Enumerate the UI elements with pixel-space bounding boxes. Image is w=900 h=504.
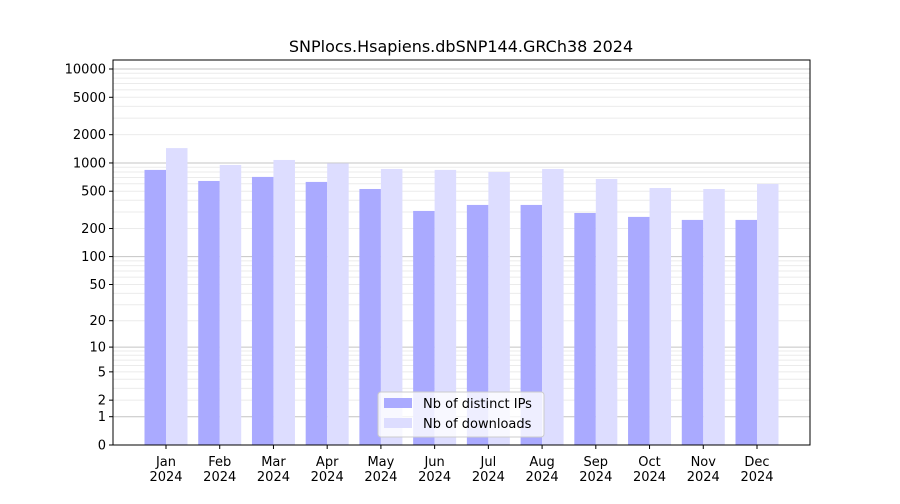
y-tick-label: 5000 (73, 91, 106, 106)
y-tick-label: 0 (98, 439, 106, 454)
x-tick-label: Mar 2024 (257, 455, 290, 485)
y-tick-label: 20 (89, 314, 106, 329)
y-tick-label: 10000 (65, 62, 106, 77)
x-tick-label: Sep 2024 (579, 455, 612, 485)
y-tick-label: 2000 (73, 128, 106, 143)
bar-distinct-ips (413, 210, 435, 445)
x-tick-label: Jul 2024 (472, 455, 505, 485)
y-tick-label: 10 (89, 341, 106, 356)
chart-title: SNPlocs.Hsapiens.dbSNP144.GRCh38 2024 (289, 37, 633, 56)
bar-distinct-ips (520, 204, 543, 445)
legend: Nb of distinct IPs Nb of downloads (377, 391, 545, 438)
bars (144, 148, 779, 446)
bar-downloads (649, 188, 672, 445)
bar-downloads (434, 169, 457, 445)
bar-distinct-ips (359, 188, 381, 445)
legend-swatch (384, 418, 412, 428)
x-tick-label: Oct 2024 (633, 455, 666, 485)
x-tick-label: Apr 2024 (311, 455, 344, 485)
bar-downloads (327, 163, 349, 445)
bar-distinct-ips (628, 216, 650, 445)
bar-downloads (595, 178, 618, 445)
bar-downloads (757, 183, 779, 445)
x-tick-label: Jan 2024 (149, 455, 182, 485)
y-tick-label: 50 (89, 278, 106, 293)
bar-downloads (380, 168, 403, 445)
bar-downloads (219, 164, 242, 445)
y-tick-label: 1000 (73, 156, 106, 171)
legend-label: Nb of downloads (423, 417, 532, 432)
bar-downloads (273, 159, 295, 445)
x-tick-label: Jun 2024 (418, 455, 451, 485)
x-tick-label: Dec 2024 (740, 455, 773, 485)
bar-downloads (166, 148, 188, 446)
legend-box (377, 391, 545, 438)
bar-distinct-ips (305, 181, 328, 446)
x-tick-label: Feb 2024 (203, 455, 236, 485)
bar-distinct-ips (466, 204, 489, 445)
bar-downloads (703, 188, 725, 445)
y-tick-label: 100 (81, 250, 106, 265)
x-tick-label: May 2024 (364, 455, 397, 485)
y-tick-label: 2 (98, 394, 106, 409)
bar-distinct-ips (144, 169, 166, 445)
bar-distinct-ips (574, 212, 596, 445)
bar-downloads (488, 172, 510, 445)
legend-swatch (384, 398, 412, 408)
plot-frame (112, 59, 811, 446)
bar-distinct-ips (251, 176, 274, 445)
y-axis: 0 12 5 10 20 50 100 200 500 1000 2000 5000 10000 (65, 62, 113, 454)
x-tick-label: Nov 2024 (687, 455, 720, 485)
bar-distinct-ips (681, 219, 704, 445)
y-tick-label: 500 (81, 185, 106, 200)
y-tick-label: 200 (81, 222, 106, 237)
x-tick-label: Aug 2024 (526, 455, 559, 485)
y-tick-label: 5 (98, 365, 106, 380)
y-tick-label: 1 (98, 410, 106, 425)
x-axis: Jan 2024 Feb 2024 Mar 2024 Apr 2024 May 2024 Jun 20… (149, 445, 774, 485)
legend-label: Nb of distinct IPs (423, 397, 532, 412)
bar-distinct-ips (198, 180, 220, 445)
bar-downloads (542, 168, 564, 445)
bar-distinct-ips (735, 219, 757, 445)
